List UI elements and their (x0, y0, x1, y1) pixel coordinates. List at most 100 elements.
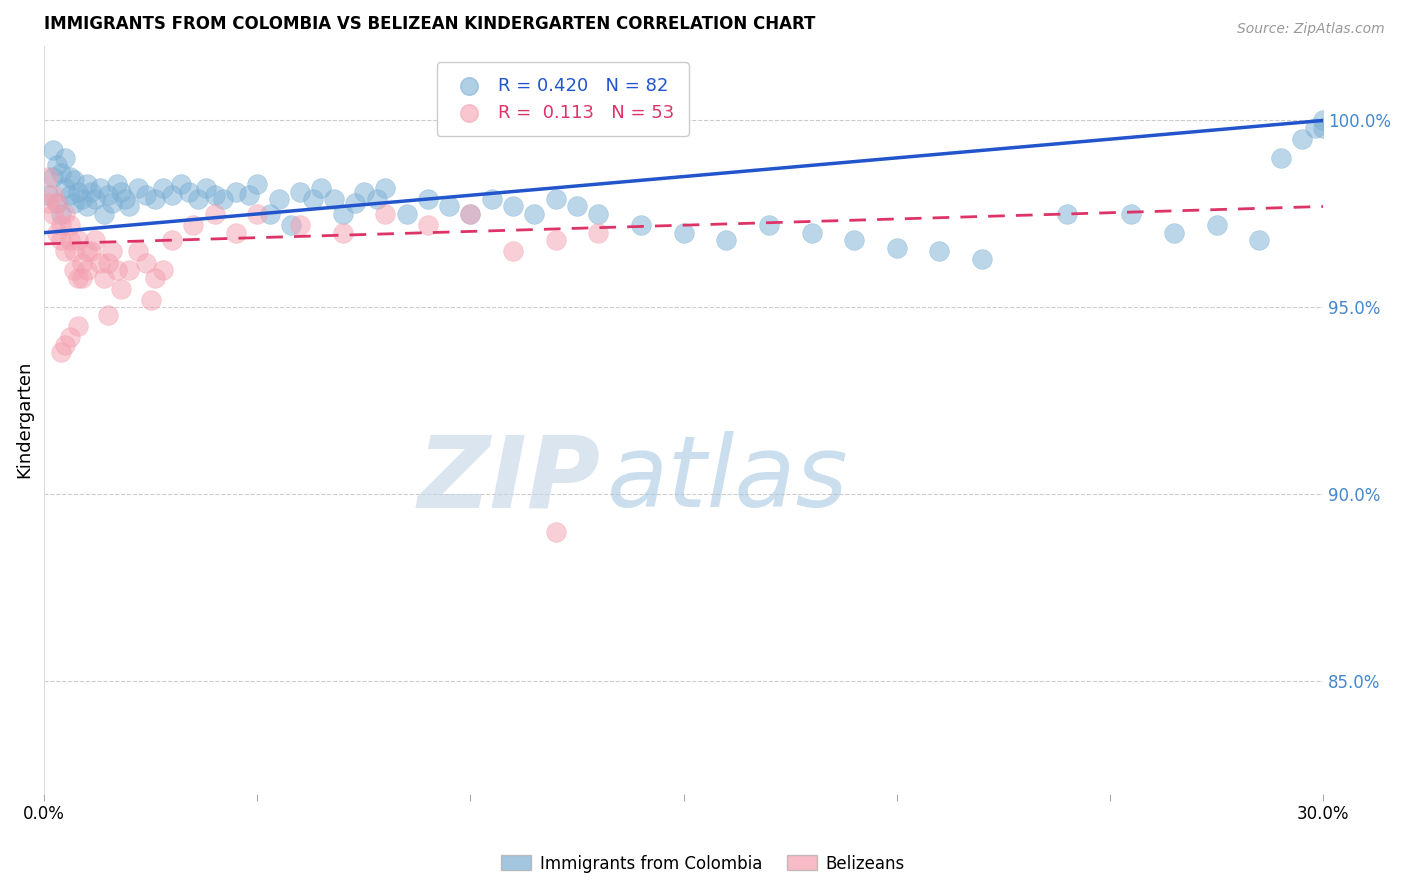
Point (63, 263, 86, 277)
Point (416, 192, 439, 206)
Point (169, 177, 191, 191)
Point (101, 195, 124, 210)
Point (72, 270, 94, 285)
Point (238, 188, 260, 202)
Text: atlas: atlas (607, 431, 848, 528)
Point (886, 241, 908, 255)
Point (41, 144, 63, 158)
Point (55, 181, 77, 195)
Point (1291, 132, 1313, 146)
Text: ZIP: ZIP (418, 431, 600, 528)
Point (437, 199, 460, 213)
Point (630, 218, 652, 232)
Point (1121, 207, 1143, 221)
Point (51, 345, 73, 359)
Point (76, 263, 98, 277)
Point (97, 308, 120, 322)
Point (89, 181, 111, 195)
Point (63, 173, 86, 187)
Point (758, 218, 780, 232)
Point (41, 188, 63, 202)
Point (1270, 151, 1292, 165)
Point (80, 244, 103, 259)
Point (59, 330, 82, 344)
Point (59, 169, 82, 184)
Point (844, 233, 866, 247)
Point (37, 169, 59, 184)
Point (280, 218, 302, 232)
Point (105, 177, 128, 191)
Point (259, 207, 281, 221)
Point (84, 192, 107, 206)
Point (928, 244, 950, 259)
Point (246, 177, 269, 191)
Point (160, 188, 183, 202)
Point (460, 207, 482, 221)
Point (37, 188, 59, 202)
Point (127, 181, 149, 195)
Point (67, 319, 90, 334)
Point (51, 166, 73, 180)
Point (59, 218, 82, 232)
Point (225, 226, 247, 240)
Point (1249, 233, 1271, 247)
Point (323, 192, 346, 206)
Point (160, 233, 183, 247)
Point (93, 207, 115, 221)
Point (544, 524, 567, 539)
Point (63, 244, 86, 259)
Point (672, 226, 695, 240)
Point (1056, 207, 1078, 221)
Point (1312, 120, 1334, 135)
Point (481, 192, 503, 206)
Point (72, 192, 94, 206)
Point (45, 195, 67, 210)
Point (523, 207, 546, 221)
Point (45, 226, 67, 240)
Point (110, 282, 132, 296)
Point (76, 177, 98, 191)
Point (502, 244, 524, 259)
Point (37, 195, 59, 210)
Point (41, 207, 63, 221)
Point (1163, 226, 1185, 240)
Point (118, 199, 141, 213)
Point (366, 192, 388, 206)
Point (970, 252, 993, 266)
Point (59, 233, 82, 247)
Text: Source: ZipAtlas.com: Source: ZipAtlas.com (1237, 22, 1385, 37)
Point (1205, 218, 1227, 232)
Point (67, 270, 90, 285)
Point (59, 188, 82, 202)
Point (588, 207, 610, 221)
Point (716, 233, 738, 247)
Point (135, 188, 157, 202)
Point (63, 195, 86, 210)
Point (114, 192, 136, 206)
Point (55, 338, 77, 352)
Point (374, 207, 396, 221)
Point (105, 263, 128, 277)
Point (588, 226, 610, 240)
Point (502, 199, 524, 213)
Point (139, 293, 162, 307)
Point (51, 218, 73, 232)
Point (344, 195, 367, 210)
Point (183, 218, 205, 232)
Point (212, 192, 235, 206)
Point (288, 185, 311, 199)
Point (67, 233, 90, 247)
Point (246, 207, 269, 221)
Point (565, 199, 588, 213)
Point (800, 226, 823, 240)
Point (332, 207, 354, 221)
Point (55, 151, 77, 165)
Point (76, 199, 98, 213)
Point (288, 218, 311, 232)
Point (544, 192, 567, 206)
Point (118, 263, 141, 277)
Point (72, 255, 94, 269)
Point (76, 244, 98, 259)
Point (204, 188, 226, 202)
Point (110, 185, 132, 199)
